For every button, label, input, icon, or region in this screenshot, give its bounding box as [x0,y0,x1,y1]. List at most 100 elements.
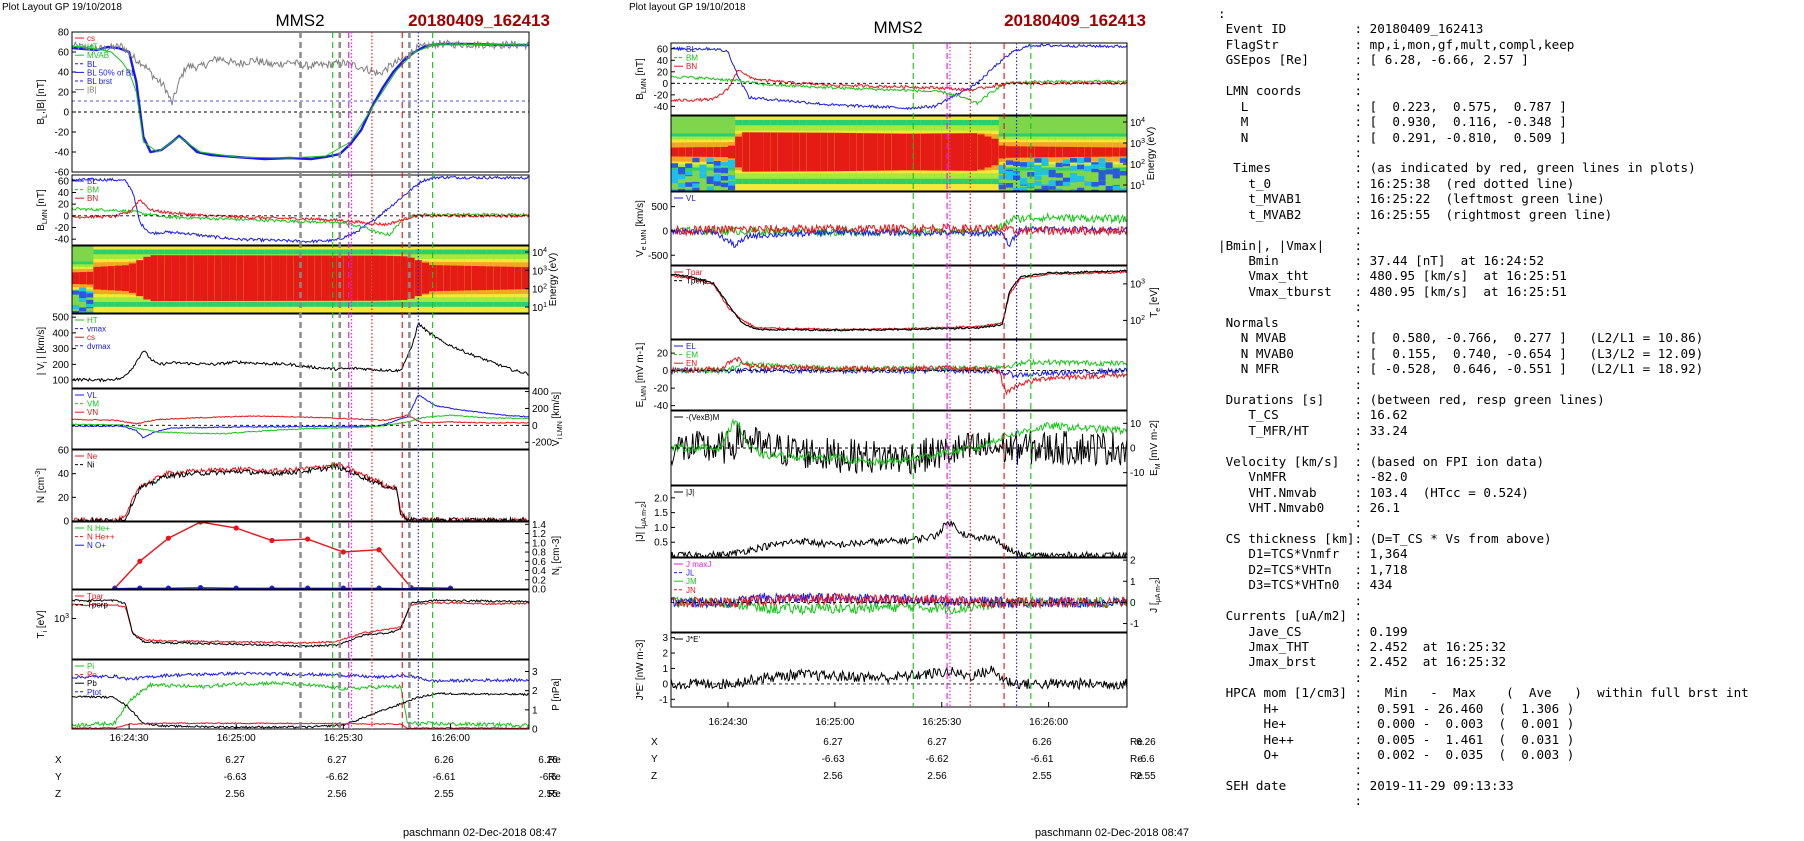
ephemeris-value: -6.6 [539,772,557,783]
legend-entry: MVAB [87,51,109,60]
tick-label: 60 [58,446,70,457]
summary-line: t_0 : 16:25:38 (red dotted line) [1218,175,1575,191]
ephemeris-value: 6.27 [927,737,947,748]
tick-label: 20 [657,349,669,360]
summary-line: CS thickness [km]: (D=T_CS * Vs from abo… [1218,530,1552,546]
tick-label: 40 [58,188,70,199]
tick-label: -20 [55,128,70,139]
legend-entry: N O+ [87,541,106,550]
series-jn [671,592,1127,610]
axis-label: Ve LMN [km/s] [635,200,648,257]
data-point [447,585,454,589]
ephemeris-unit: Re [548,772,561,783]
ephemeris-label: X [55,755,62,766]
ephemeris-label: X [651,737,658,748]
series-tperp [671,269,1127,332]
series--b- [72,39,529,106]
summary-line: N MVAB : [ 0.580, -0.766, 0.277 ] (L2/L1… [1218,330,1704,346]
ephemeris-label: Z [651,771,657,782]
tick-label: 0.5 [654,538,668,549]
tick-label: 1.2 [532,529,546,540]
tick-label: 200 [532,404,549,415]
series-vexb [671,418,1127,467]
right-panel-j: 2.0 1.5 1.0 0.5 |J| [μA m-2] |J| [635,485,1128,558]
data-point [233,525,239,531]
tick-label: 40 [58,469,70,480]
tick-label: 2 [662,649,668,660]
tick-label: 102 [532,284,547,296]
time-tick-label: 16:25:00 [217,733,256,744]
tick-label: 0 [63,108,69,119]
tick-label: -500 [648,251,668,262]
series-em [671,358,1127,376]
right-header-layout: Plot layout GP 19/10/2018 [629,2,746,13]
tick-label: 60 [657,44,669,55]
ephemeris-unit: Re [1130,754,1143,765]
summary-line: : [1218,438,1363,454]
tick-label: 3 [662,633,668,644]
data-point [112,585,118,589]
legend-entry: |J| [686,488,694,497]
time-tick-label: 16:24:30 [709,717,748,728]
summary-line: HPCA mom [1/cm3] : Min - Max ( Ave ) wit… [1218,685,1749,701]
left-event-markers [299,32,434,729]
ephemeris-label: Y [55,772,62,783]
tick-label: 40 [58,68,70,79]
axis-label: J*E' [nW m-3] [635,639,646,700]
legend-entry: Tpar [686,268,703,277]
series-el [671,366,1127,379]
ephemeris-value: -6.62 [326,772,349,783]
tick-label: 1.0 [654,523,668,534]
legend-entry: VL [87,391,97,400]
tick-label: 0.8 [532,548,546,559]
summary-line: M : [ 0.930, 0.116, -0.348 ] [1218,114,1567,130]
axis-label: |J| [μA m-2] [635,501,648,542]
summary-line: Jave_CS : 0.199 [1218,623,1408,639]
summary-line: Vmax_tht : 480.95 [km/s] at 16:25:51 [1218,268,1567,284]
tick-label: 0 [1130,598,1136,609]
time-tick-label: 16:25:30 [922,717,961,728]
series-vm [72,414,529,435]
summary-line: VHT.Nmvab : 103.4 (HTcc = 0.524) [1218,484,1529,500]
tick-label: -1 [1130,619,1139,630]
legend-entry: VN [87,408,98,417]
legend-entry: VL [686,194,696,203]
axis-label: ELMN [mV m-1] [635,342,648,407]
ephemeris-value: 6.26 [1032,737,1052,748]
tick-label: 60 [58,176,70,187]
ephemeris-value: -6.61 [1031,754,1054,765]
tick-label: 500 [52,313,69,324]
summary-line: He+ : 0.000 - 0.003 ( 0.001 ) [1218,716,1575,732]
tick-label: 1.0 [532,538,546,549]
legend-entry: vmax [87,325,106,334]
ephemeris-value: -6.63 [224,772,247,783]
summary-line: : [1218,299,1363,315]
tick-label: 2.0 [654,493,668,504]
tick-label: 1 [662,664,668,675]
series-bl [671,43,1127,111]
right-event-markers [912,43,1032,707]
axis-label-right: Vi LMN [km/s] [551,392,564,447]
axis-label-energy: Energy (eV) [1146,127,1157,180]
tick-label: 20 [58,493,70,504]
right-panel-je: 3 2 1 0 -1 J*E' [nW m-3] J*E' [635,632,1128,708]
data-point [197,585,204,589]
legend-entry: Pi [87,662,94,671]
tick-label: 20 [657,67,669,78]
tick-label: -60 [55,168,70,179]
legend-entry: BM [87,186,99,195]
axis-label: Ti [eV] [36,610,49,638]
ephemeris-value: -6.62 [926,754,949,765]
summary-line: : [1218,222,1363,238]
left-footer: paschmann 02-Dec-2018 08:47 [403,827,557,839]
tick-label: 400 [52,328,69,339]
time-tick-label: 16:26:00 [1029,717,1068,728]
